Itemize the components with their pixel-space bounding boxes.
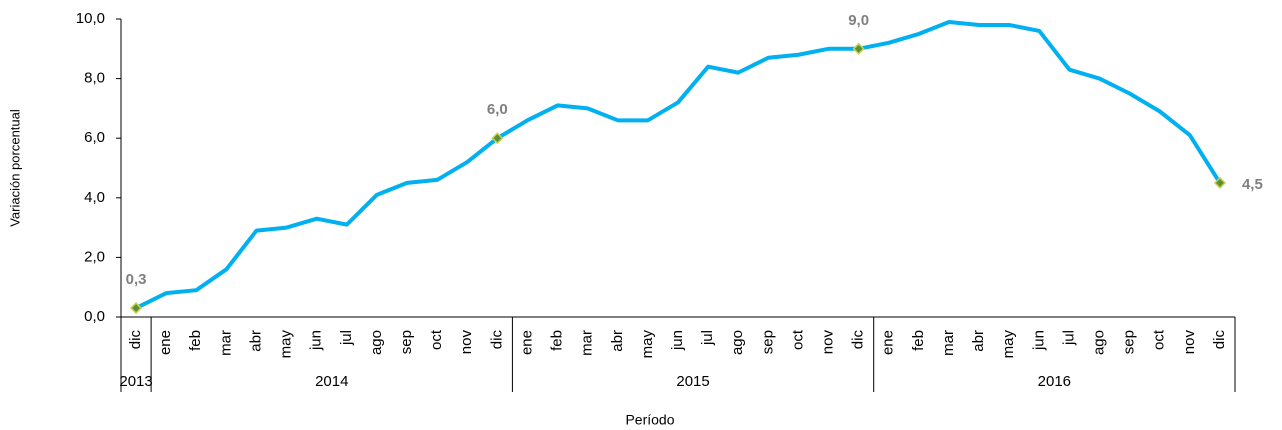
x-tick-label: nov <box>820 330 837 355</box>
data-label: 4,5 <box>1242 176 1263 193</box>
x-tick-label: ene <box>157 330 174 355</box>
group-label: 2015 <box>676 373 709 390</box>
x-tick-label: feb <box>549 330 566 351</box>
x-tick-label: may <box>278 330 295 359</box>
group-label: 2016 <box>1038 373 1071 390</box>
x-tick-label: may <box>639 330 656 359</box>
x-tick-label: mar <box>940 330 957 356</box>
x-axis-title: Período <box>625 412 674 428</box>
x-tick-label: dic <box>850 330 867 350</box>
x-tick-label: ago <box>1090 330 1107 355</box>
x-tick-label: ago <box>729 330 746 355</box>
x-tick-label: oct <box>1151 329 1168 350</box>
group-label: 2014 <box>315 373 348 390</box>
x-tick-label: ene <box>518 330 535 355</box>
y-tick-label: 0,0 <box>84 308 105 325</box>
x-tick-label: jul <box>699 330 716 346</box>
x-tick-label: oct <box>789 329 806 350</box>
marker <box>491 132 504 145</box>
x-tick-label: mar <box>217 330 234 356</box>
x-tick-label: sep <box>1121 330 1138 354</box>
x-tick-label: may <box>1000 330 1017 359</box>
x-tick-label: ago <box>368 330 385 355</box>
x-tick-label: sep <box>398 330 415 354</box>
x-tick-label: jul <box>1060 330 1077 346</box>
x-tick-label: nov <box>1181 330 1198 355</box>
x-tick-label: dic <box>1211 330 1228 350</box>
data-label: 6,0 <box>487 101 508 118</box>
x-tick-label: feb <box>187 330 204 351</box>
data-label: 0,3 <box>126 271 147 288</box>
data-label: 9,0 <box>848 12 869 29</box>
x-tick-label: feb <box>910 330 927 351</box>
x-tick-label: abr <box>970 330 987 352</box>
x-tick-label: jul <box>338 330 355 346</box>
x-tick-label: oct <box>428 329 445 350</box>
x-tick-label: mar <box>579 330 596 356</box>
x-tick-label: nov <box>458 330 475 355</box>
y-tick-label: 2,0 <box>84 248 105 265</box>
x-tick-label: dic <box>488 330 505 350</box>
y-tick-label: 10,0 <box>76 10 105 27</box>
x-tick-label: abr <box>247 330 264 352</box>
x-tick-label: ene <box>880 330 897 355</box>
x-tick-label: jun <box>1030 330 1047 351</box>
y-tick-label: 8,0 <box>84 70 105 87</box>
x-tick-label: abr <box>609 330 626 352</box>
marker <box>1213 176 1227 189</box>
y-axis-title: Variación porcentual <box>7 109 22 227</box>
marker <box>852 42 865 55</box>
x-tick-label: sep <box>759 330 776 354</box>
data-line <box>135 19 1222 310</box>
x-tick-label: jun <box>669 330 686 351</box>
y-tick-label: 4,0 <box>84 189 105 206</box>
group-label: 2013 <box>119 373 152 390</box>
x-tick-label: dic <box>127 330 144 350</box>
y-tick-label: 6,0 <box>84 129 105 146</box>
x-tick-label: jun <box>308 330 325 351</box>
marker <box>129 301 143 315</box>
